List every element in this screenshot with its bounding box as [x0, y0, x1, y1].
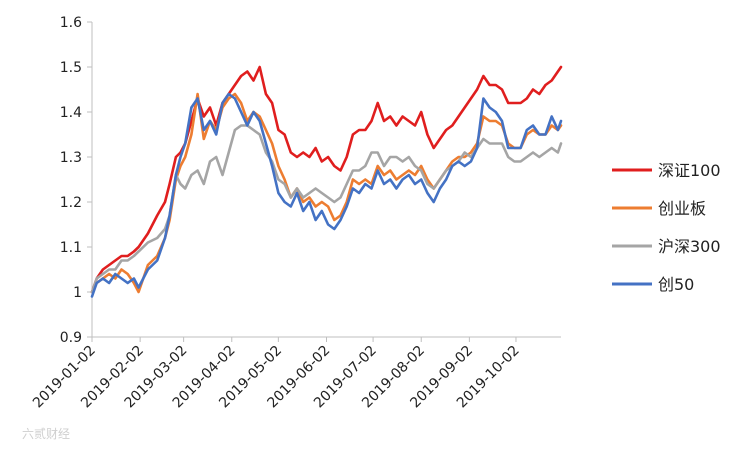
legend-label: 沪深300 [658, 237, 721, 256]
legend-label: 深证100 [658, 161, 721, 180]
y-tick-label: 1.1 [60, 240, 82, 256]
series-lines [90, 65, 563, 298]
y-tick-label: 1.3 [60, 150, 82, 166]
y-tick-label: 1 [73, 285, 82, 301]
series-line-2 [90, 92, 563, 294]
y-tick-label: 1.4 [60, 105, 82, 121]
watermark: 六贰财经 [22, 426, 70, 441]
series-line-4 [90, 92, 563, 298]
series-line-1 [90, 65, 563, 294]
y-axis-ticks: 1.6 1.5 1.4 1.3 1.2 1.1 1 0.9 [60, 15, 92, 346]
legend-label: 创50 [658, 275, 694, 294]
x-axis-ticks: 2019-01-022019-02-022019-03-022019-04-02… [30, 337, 523, 411]
y-tick-label: 1.5 [60, 60, 82, 76]
y-tick-label: 1.6 [60, 15, 82, 31]
y-tick-label: 1.2 [60, 195, 82, 211]
y-tick-label: 0.9 [60, 330, 82, 346]
watermark-text: 六贰财经 [22, 426, 70, 441]
legend-label: 创业板 [658, 199, 706, 218]
chart-axes [91, 22, 561, 338]
